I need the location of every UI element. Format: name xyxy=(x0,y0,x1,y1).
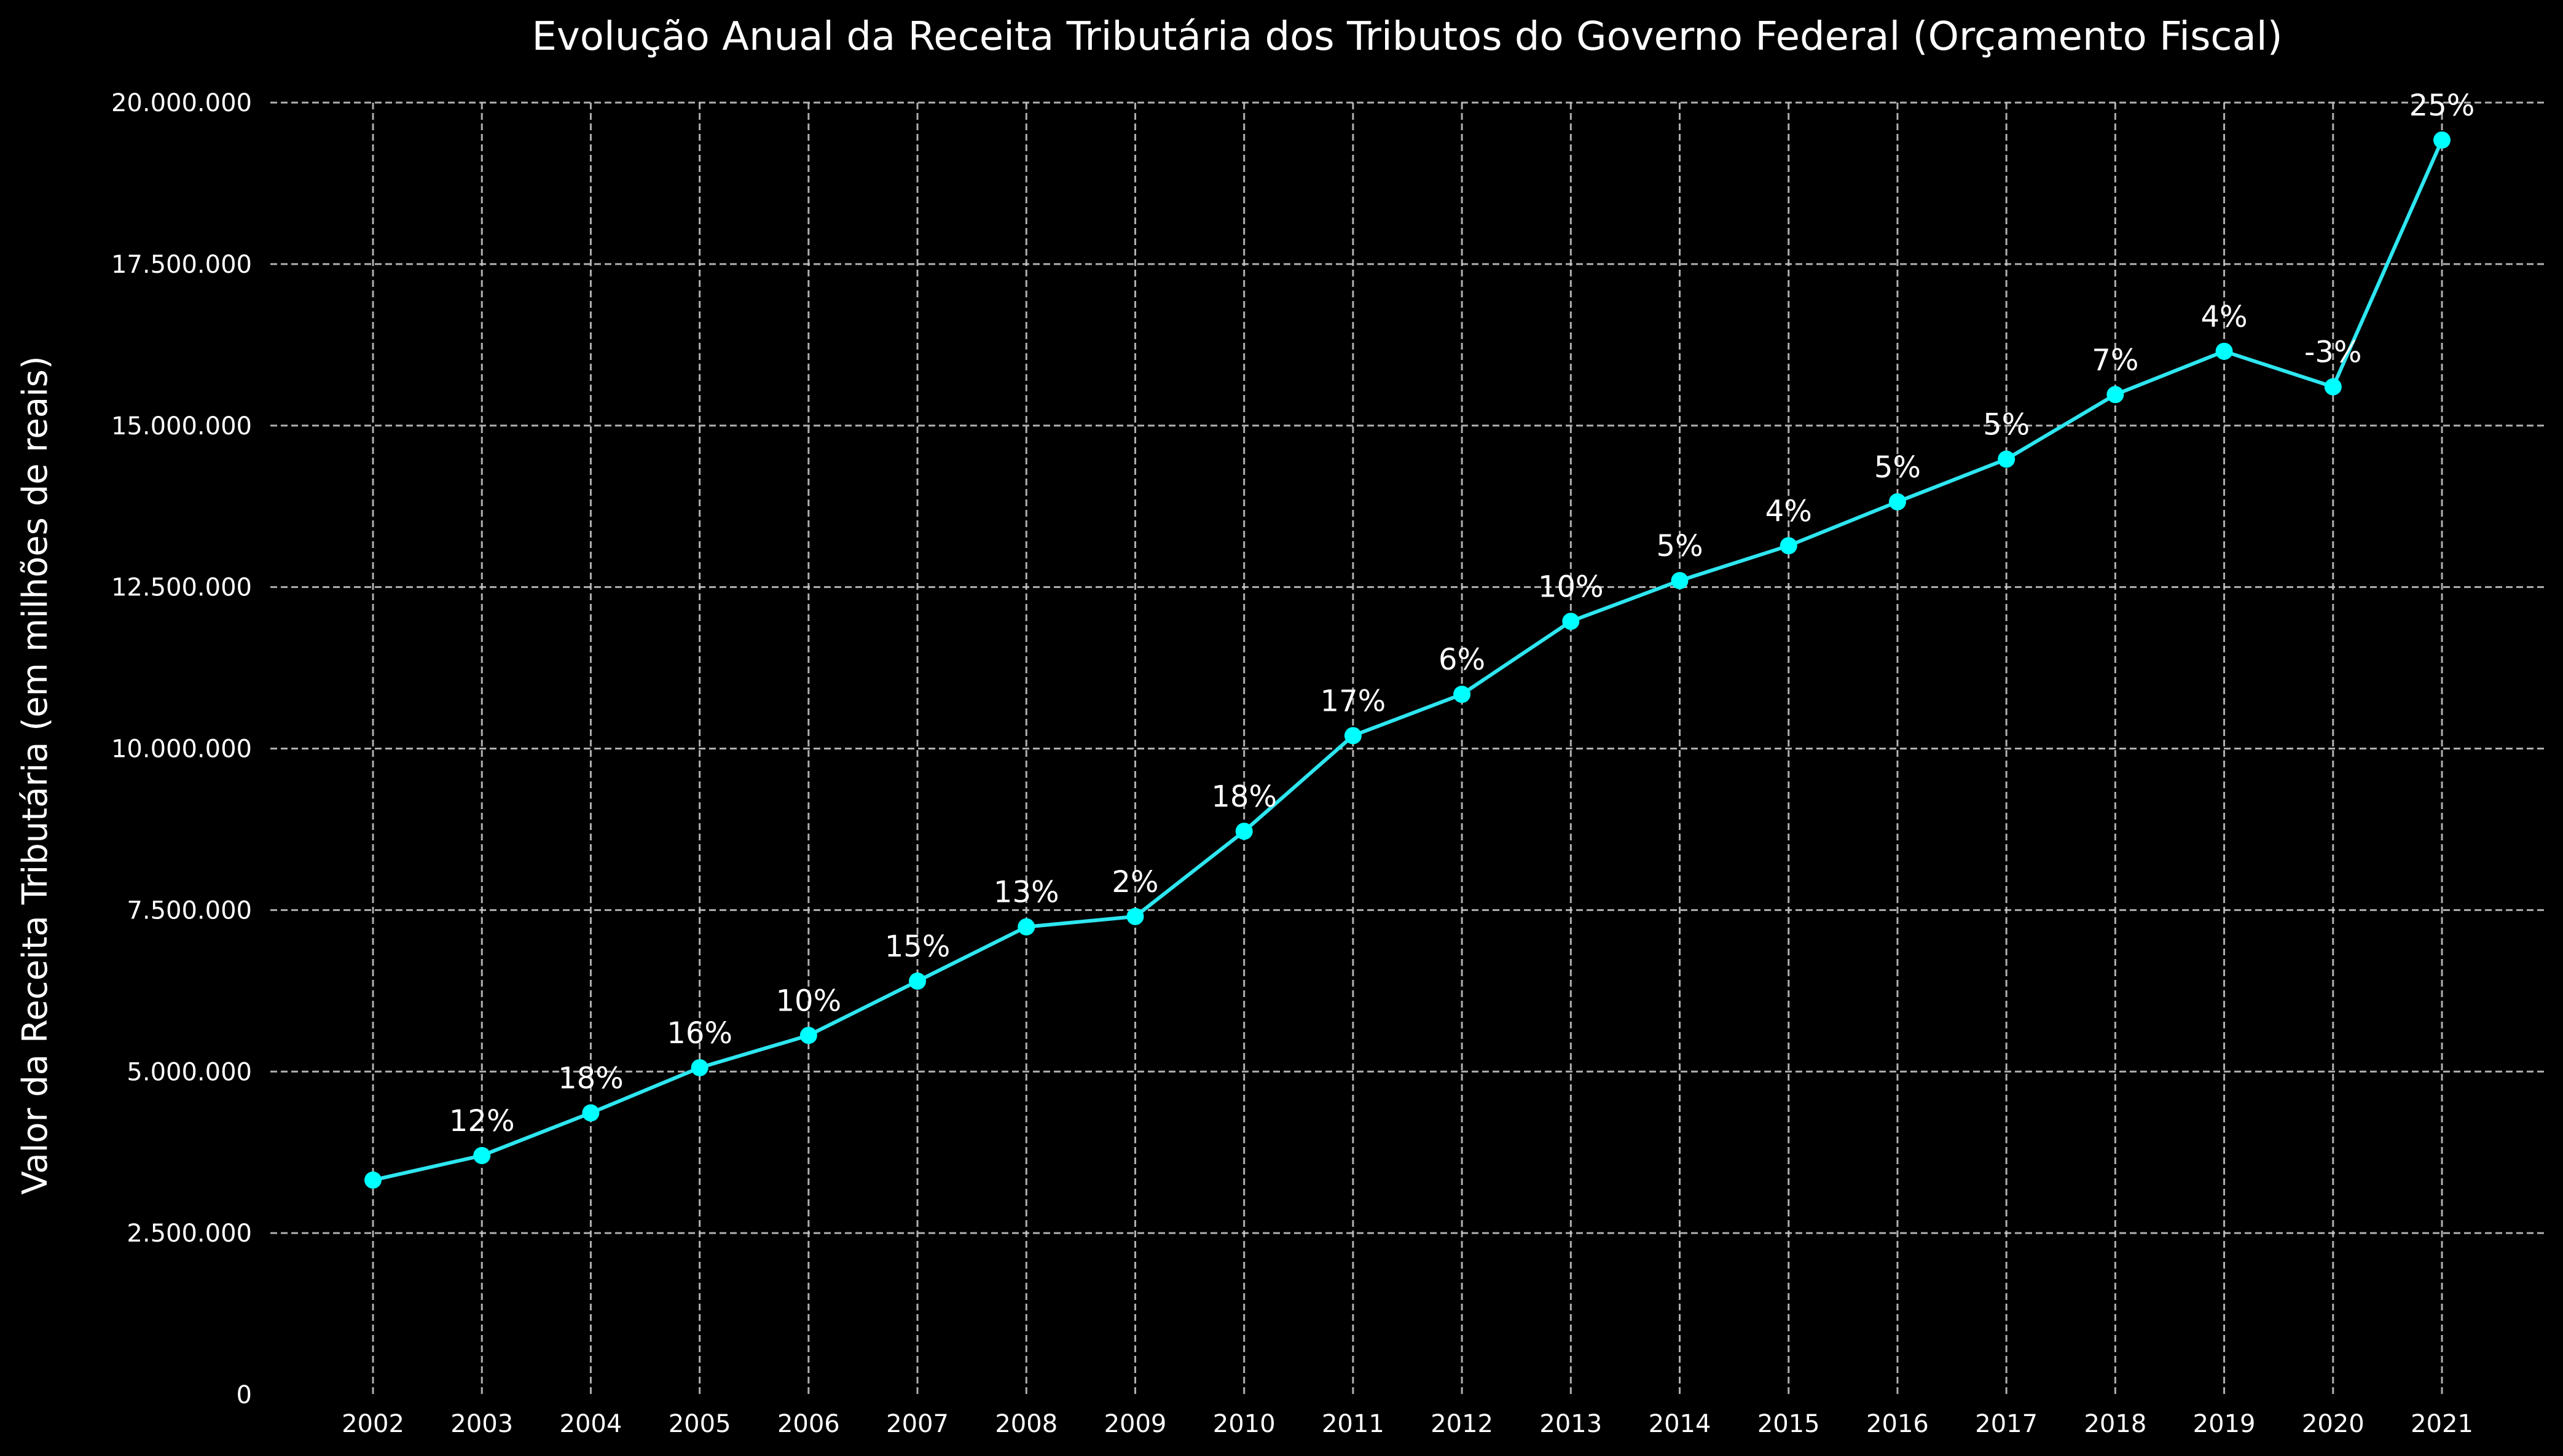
x-tick-label: 2007 xyxy=(886,1410,949,1438)
x-tick-label: 2012 xyxy=(1431,1410,1493,1438)
data-point xyxy=(2106,386,2124,404)
data-label: -3% xyxy=(2304,335,2361,370)
y-tick-label: 20.000.000 xyxy=(111,89,252,117)
data-label: 16% xyxy=(667,1016,732,1051)
data-point xyxy=(2215,342,2233,360)
x-tick-label: 2006 xyxy=(777,1410,840,1438)
data-label: 2% xyxy=(1112,865,1158,899)
y-tick-label: 12.500.000 xyxy=(111,574,252,602)
x-tick-label: 2015 xyxy=(1757,1410,1820,1438)
data-label: 10% xyxy=(775,984,841,1018)
growth-annotations: 12% 18% 16% 10% 15% 13% 2% 18% 17% 6% 10% 5% 4% 5% 5% 7… xyxy=(449,88,2475,1138)
data-label: 6% xyxy=(1438,643,1485,677)
y-tick-label: 10.000.000 xyxy=(111,735,252,764)
y-tick-label: 15.000.000 xyxy=(111,412,252,440)
data-label: 18% xyxy=(1211,780,1277,814)
x-tick-label: 2020 xyxy=(2302,1410,2365,1438)
data-label: 5% xyxy=(1874,450,1921,485)
data-point xyxy=(2324,378,2342,396)
data-point xyxy=(582,1104,600,1122)
y-axis-label: Valor da Receita Tributária (em milhões … xyxy=(15,356,55,1194)
series-revenue xyxy=(364,131,2451,1189)
grid xyxy=(270,101,2544,1395)
series-line xyxy=(372,139,2444,1182)
x-tick-label: 2014 xyxy=(1649,1410,1711,1438)
x-tick-label: 2021 xyxy=(2411,1410,2473,1438)
x-tick-label: 2016 xyxy=(1866,1410,1929,1438)
data-label: 5% xyxy=(1983,407,2030,442)
data-label: 18% xyxy=(558,1062,624,1096)
data-point xyxy=(691,1059,708,1076)
data-point xyxy=(1344,727,1362,745)
x-tick-label: 2002 xyxy=(342,1410,404,1438)
data-point xyxy=(1780,537,1797,555)
data-label: 15% xyxy=(885,930,951,964)
data-point xyxy=(1453,686,1471,703)
x-tick-label: 2005 xyxy=(669,1410,731,1438)
y-tick-label: 5.000.000 xyxy=(127,1058,252,1086)
x-tick-label: 2011 xyxy=(1322,1410,1384,1438)
data-label: 5% xyxy=(1656,529,1703,563)
data-point xyxy=(1126,907,1144,925)
chart-title: Evolução Anual da Receita Tributária dos… xyxy=(532,14,2282,60)
x-tick-label: 2004 xyxy=(560,1410,622,1438)
y-axis-ticks: 0 2.500.000 5.000.000 7.500.000 10.000.000 12… xyxy=(111,89,252,1409)
data-label: 7% xyxy=(2092,343,2138,377)
data-label: 13% xyxy=(994,875,1059,910)
y-tick-label: 0 xyxy=(237,1381,252,1409)
x-tick-label: 2018 xyxy=(2084,1410,2146,1438)
data-point xyxy=(2433,131,2451,149)
y-tick-label: 7.500.000 xyxy=(127,896,252,925)
data-point xyxy=(1998,450,2015,468)
x-tick-label: 2013 xyxy=(1539,1410,1602,1438)
x-axis-ticks: 2002 2003 2004 2005 2006 2007 2008 2009 2010 2011… xyxy=(342,1410,2473,1438)
x-tick-label: 2009 xyxy=(1104,1410,1167,1438)
x-tick-label: 2003 xyxy=(450,1410,513,1438)
data-point xyxy=(799,1027,817,1044)
data-point xyxy=(473,1146,491,1164)
x-tick-label: 2019 xyxy=(2193,1410,2256,1438)
data-point xyxy=(1235,823,1253,840)
data-label: 10% xyxy=(1538,569,1604,604)
data-label: 4% xyxy=(1765,494,1812,528)
data-point xyxy=(364,1171,382,1189)
data-point xyxy=(1562,613,1580,630)
data-label: 4% xyxy=(2201,300,2248,334)
data-label: 12% xyxy=(449,1104,515,1138)
data-point xyxy=(1671,572,1689,590)
data-label: 17% xyxy=(1321,684,1386,718)
y-tick-label: 17.500.000 xyxy=(111,251,252,279)
y-tick-label: 2.500.000 xyxy=(127,1219,252,1248)
data-point xyxy=(909,973,927,990)
x-tick-label: 2008 xyxy=(995,1410,1058,1438)
x-tick-label: 2010 xyxy=(1213,1410,1276,1438)
x-tick-label: 2017 xyxy=(1975,1410,2038,1438)
data-point xyxy=(1888,493,1906,511)
data-label: 25% xyxy=(2409,88,2475,123)
data-point xyxy=(1018,918,1035,936)
